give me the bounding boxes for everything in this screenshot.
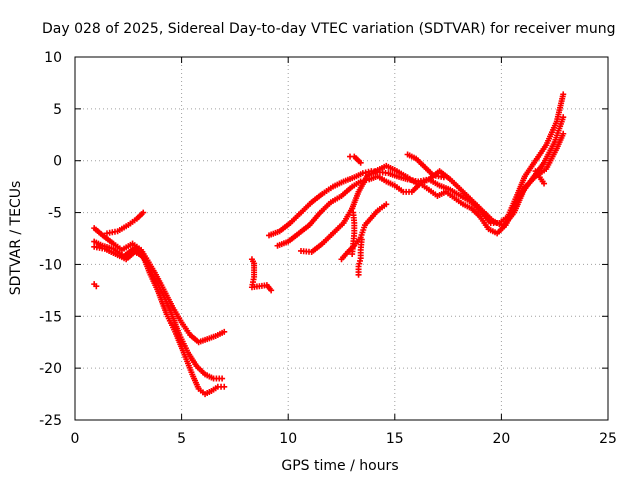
y-axis-label: SDTVAR / TECUs bbox=[8, 181, 24, 296]
data-point bbox=[560, 114, 567, 121]
data-point bbox=[268, 287, 275, 294]
plot-frame bbox=[74, 56, 609, 421]
series-sat-i bbox=[297, 130, 567, 255]
series-sat-d bbox=[103, 209, 147, 237]
y-tick-label: 0 bbox=[53, 154, 62, 170]
x-tick-label: 0 bbox=[71, 431, 80, 447]
data-point bbox=[93, 283, 100, 290]
series-sat-c bbox=[91, 243, 228, 398]
data-point bbox=[440, 174, 447, 181]
series-sat-m bbox=[347, 153, 364, 166]
series-sat-f bbox=[248, 256, 275, 294]
data-point bbox=[140, 209, 147, 216]
axis-ticks: 0 5 10 15 20 25 -25 -20 -15 -10 -5 0 5 10 bbox=[39, 50, 617, 447]
data-point bbox=[560, 130, 567, 137]
data-point bbox=[221, 383, 228, 390]
series-sat-g bbox=[266, 91, 567, 239]
grid bbox=[75, 57, 608, 420]
x-tick-label: 25 bbox=[599, 431, 617, 447]
series-sat-b bbox=[91, 238, 226, 382]
x-tick-label: 20 bbox=[492, 431, 510, 447]
data-point bbox=[349, 205, 356, 212]
x-tick-label: 5 bbox=[177, 431, 186, 447]
series-sat-e bbox=[91, 281, 100, 290]
y-tick-label: -10 bbox=[39, 257, 62, 273]
x-tick-label: 10 bbox=[279, 431, 297, 447]
data-point bbox=[383, 201, 390, 208]
series-sat-j bbox=[338, 201, 390, 263]
x-tick-label: 15 bbox=[386, 431, 404, 447]
data-point bbox=[358, 236, 365, 243]
y-tick-label: 10 bbox=[44, 50, 62, 66]
series-sat-l bbox=[355, 236, 365, 278]
data-point bbox=[221, 328, 228, 335]
series-sat-k bbox=[349, 205, 358, 258]
y-tick-label: -15 bbox=[39, 309, 62, 325]
data-markers bbox=[91, 91, 567, 398]
y-tick-label: -20 bbox=[39, 361, 62, 377]
data-point bbox=[350, 209, 357, 216]
series-sat-o bbox=[532, 168, 548, 187]
x-axis-label: GPS time / hours bbox=[281, 458, 398, 474]
y-tick-label: -25 bbox=[39, 413, 62, 429]
data-point bbox=[541, 180, 548, 187]
y-tick-label: 5 bbox=[53, 102, 62, 118]
chart-title: Day 028 of 2025, Sidereal Day-to-day VTE… bbox=[42, 21, 616, 37]
data-point bbox=[219, 375, 226, 382]
data-point bbox=[357, 159, 364, 166]
data-point bbox=[560, 91, 567, 98]
series-sat-n bbox=[404, 151, 447, 181]
y-tick-label: -5 bbox=[48, 206, 62, 222]
